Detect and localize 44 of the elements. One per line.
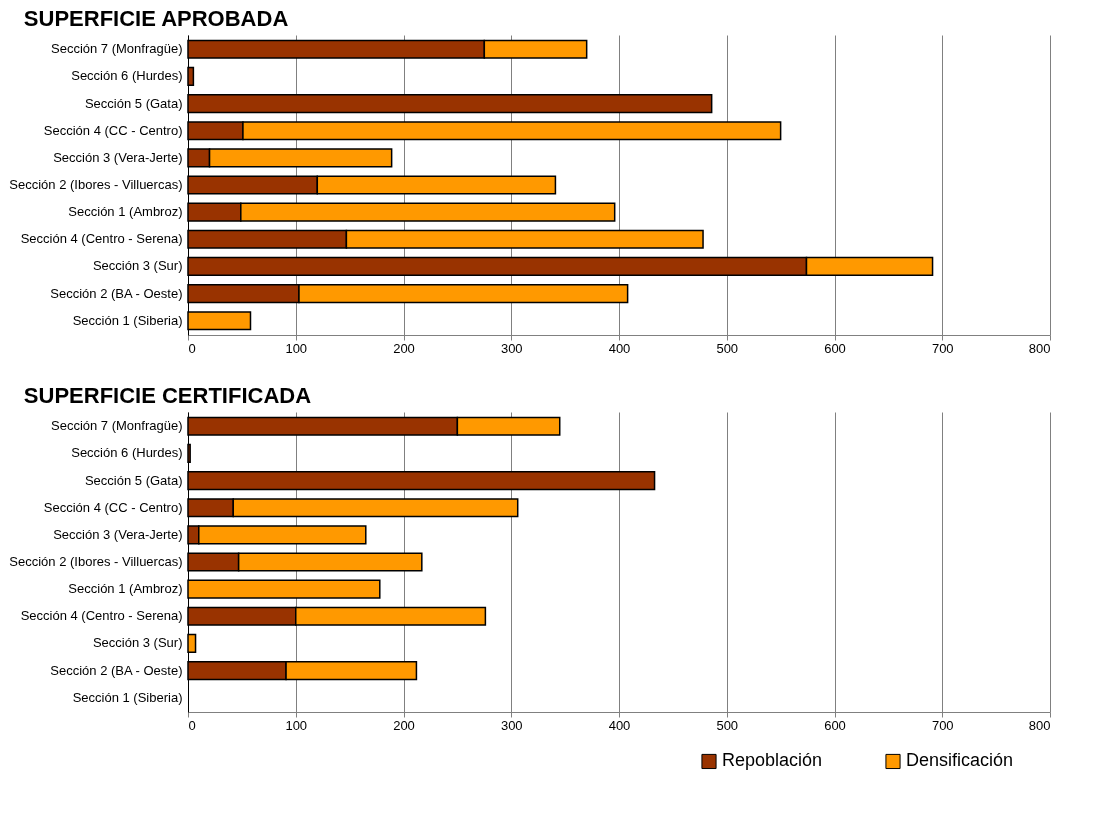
x-tick-label: 800 <box>1028 717 1051 733</box>
legend-label: Densificación <box>906 750 1014 771</box>
y-tick-label: Sección 5 (Gata) <box>84 95 183 111</box>
y-tick-label: Sección 1 (Ambroz) <box>68 581 183 597</box>
x-tick-label: 800 <box>1028 340 1051 356</box>
y-tick-label: Sección 2 (BA - Oeste) <box>50 285 183 301</box>
x-tick-label: 0 <box>188 717 196 733</box>
y-tick-label: Sección 7 (Monfragüe) <box>50 418 183 434</box>
y-tick-label: Sección 3 (Sur) <box>92 258 183 274</box>
y-tick-label: Sección 1 (Siberia) <box>72 689 183 705</box>
x-tick-label: 0 <box>188 340 196 356</box>
y-tick-label: Sección 4 (Centro - Serena) <box>20 608 183 624</box>
y-tick-label: Sección 3 (Vera-Jerte) <box>53 149 183 165</box>
y-tick-label: Sección 2 (Ibores - Villuercas) <box>9 554 183 569</box>
x-tick-label: 100 <box>285 340 308 356</box>
legend-label: Repoblación <box>722 750 823 771</box>
y-tick-label: Sección 6 (Hurdes) <box>71 445 183 461</box>
x-tick-label: 200 <box>393 340 415 356</box>
y-tick-label: Sección 2 (BA - Oeste) <box>50 662 183 678</box>
x-tick-label: 600 <box>824 340 846 356</box>
y-tick-label: Sección 2 (Ibores - Villuercas) <box>9 177 183 192</box>
x-tick-label: 300 <box>500 340 523 356</box>
x-tick-label: 200 <box>393 717 415 733</box>
y-tick-label: Sección 4 (Centro - Serena) <box>20 231 183 247</box>
chart-title: SUPERFICIE APROBADA <box>23 6 289 31</box>
x-tick-label: 500 <box>716 717 739 733</box>
y-tick-label: Sección 4 (CC - Centro) <box>43 122 183 138</box>
x-tick-label: 100 <box>285 717 308 733</box>
y-tick-label: Sección 1 (Ambroz) <box>68 204 183 220</box>
chart-title: SUPERFICIE CERTIFICADA <box>23 383 312 408</box>
x-tick-label: 700 <box>931 717 954 733</box>
x-tick-label: 700 <box>931 340 954 356</box>
y-tick-label: Sección 3 (Vera-Jerte) <box>53 526 183 542</box>
x-tick-label: 300 <box>500 717 523 733</box>
x-tick-label: 500 <box>716 340 739 356</box>
y-tick-label: Sección 6 (Hurdes) <box>71 68 183 84</box>
y-tick-label: Sección 7 (Monfragüe) <box>50 41 183 57</box>
x-tick-label: 400 <box>608 717 631 733</box>
y-tick-label: Sección 4 (CC - Centro) <box>43 499 183 515</box>
y-tick-label: Sección 1 (Siberia) <box>72 312 183 328</box>
y-tick-label: Sección 3 (Sur) <box>92 635 183 651</box>
x-tick-label: 400 <box>608 340 631 356</box>
x-tick-label: 600 <box>824 717 846 733</box>
y-tick-label: Sección 5 (Gata) <box>84 472 183 488</box>
